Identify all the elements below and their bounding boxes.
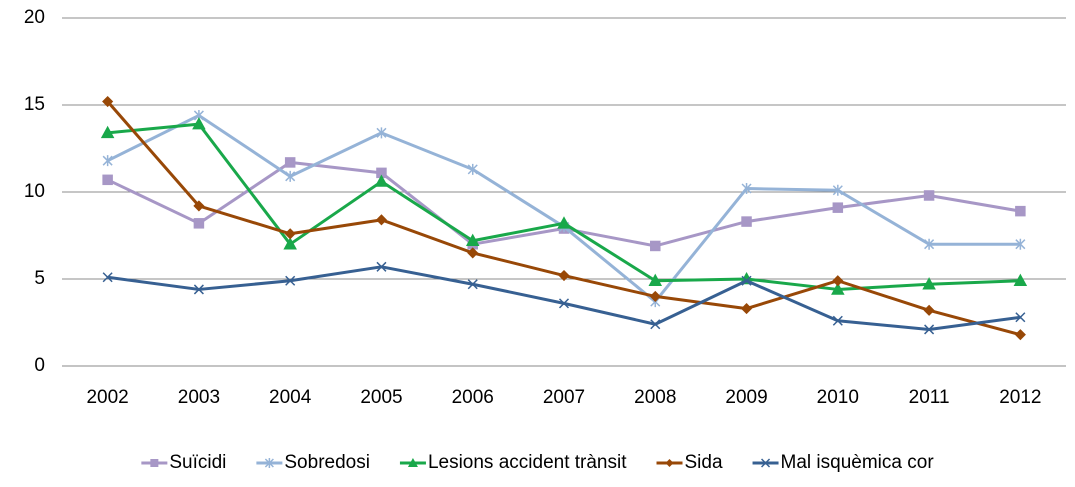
marker: [832, 275, 844, 287]
series: [102, 157, 1026, 252]
marker: [741, 216, 752, 227]
marker: [192, 117, 206, 130]
marker: [558, 298, 570, 309]
legend-marker: [264, 458, 274, 468]
x-tick-label: 2003: [178, 387, 220, 408]
marker: [557, 216, 571, 229]
marker: [1015, 312, 1026, 323]
marker: [102, 272, 113, 283]
y-tick-label: 0: [34, 355, 45, 376]
marker: [923, 190, 935, 201]
marker: [923, 304, 935, 316]
legend-item: Lesions accident trànsit: [399, 452, 627, 473]
x-tick-label: 2007: [543, 387, 585, 408]
marker: [285, 275, 296, 286]
x-tick-label: 2008: [634, 387, 676, 408]
legend-label: Lesions accident trànsit: [428, 452, 627, 473]
marker: [375, 214, 388, 226]
marker: [376, 261, 387, 272]
x-tick-label: 2006: [452, 387, 494, 408]
marker: [283, 237, 297, 250]
x-tick-label: 2005: [360, 387, 402, 408]
legend-item: Sobredosi: [256, 452, 370, 473]
marker: [650, 319, 661, 330]
marker: [467, 163, 478, 175]
marker: [741, 275, 752, 286]
marker: [1015, 238, 1026, 250]
x-tick-label: 2010: [817, 387, 859, 408]
marker: [649, 290, 661, 302]
marker: [740, 303, 753, 315]
x-tick-label: 2004: [269, 387, 312, 408]
x-tick-label: 2011: [909, 387, 950, 408]
legend-item: Suïcidi: [141, 452, 226, 473]
x-tick-label: 2012: [999, 387, 1041, 408]
x-tick-label: 2002: [86, 387, 128, 408]
marker: [102, 95, 114, 108]
marker: [374, 174, 389, 187]
marker: [102, 155, 113, 167]
marker: [558, 269, 570, 282]
marker: [924, 324, 935, 335]
marker: [285, 170, 296, 182]
y-tick-label: 10: [24, 181, 45, 202]
legend-label: Sida: [685, 452, 723, 473]
line: [107, 122, 1021, 291]
marker: [467, 247, 479, 259]
marker: [102, 174, 113, 186]
legend-label: Mal isquèmica cor: [781, 452, 935, 473]
legend-item: Sida: [656, 452, 723, 473]
y-tick-label: 15: [24, 94, 45, 115]
marker: [284, 157, 296, 168]
marker: [284, 228, 296, 240]
marker: [100, 125, 115, 139]
marker: [1015, 205, 1026, 217]
marker: [1014, 329, 1026, 341]
marker: [193, 218, 205, 229]
marker: [467, 279, 478, 290]
marker: [832, 315, 843, 326]
legend-label: Sobredosi: [284, 452, 370, 473]
series: [102, 95, 1026, 341]
marker: [924, 238, 935, 250]
series: [102, 261, 1026, 335]
legend-item: Mal isquèmica cor: [752, 452, 935, 473]
legend-marker: [407, 458, 418, 467]
marker: [193, 200, 205, 212]
legend-marker: [150, 459, 159, 467]
marker: [650, 240, 661, 252]
marker: [831, 282, 845, 295]
marker: [832, 202, 844, 213]
legend: Suïcidi Sobredosi Lesions accident trànsit…: [141, 452, 934, 473]
marker: [465, 233, 480, 246]
marker: [741, 183, 752, 195]
marker: [922, 277, 936, 290]
legend-label: Suïcidi: [169, 452, 226, 473]
y-tick-label: 5: [34, 268, 45, 289]
marker: [1013, 273, 1028, 286]
x-tick-label: 2009: [725, 387, 767, 408]
legend-marker: [761, 458, 771, 468]
series: [100, 117, 1028, 295]
marker: [376, 127, 387, 139]
marker: [832, 184, 843, 196]
legend-marker: [665, 459, 674, 467]
y-tick-label: 20: [24, 7, 45, 28]
marker: [193, 284, 204, 295]
marker: [648, 273, 663, 286]
